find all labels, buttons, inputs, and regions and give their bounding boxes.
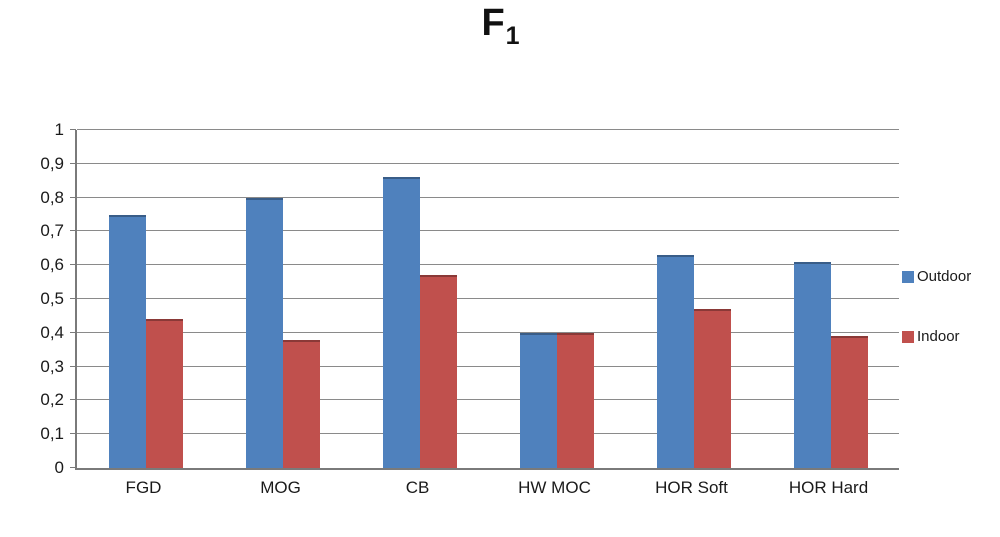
y-tick-mark [70, 129, 76, 130]
bar-outdoor-mog [245, 197, 283, 468]
bar-outdoor-hor-soft [656, 255, 694, 468]
bar-indoor-hw-moc [556, 332, 594, 468]
y-tick-label-0,8: 0,8 [40, 188, 64, 207]
y-tick-label-0,9: 0,9 [40, 154, 64, 173]
y-tick-label-0,7: 0,7 [40, 221, 64, 240]
y-tick-label-0,1: 0,1 [40, 424, 64, 443]
y-tick-label-0,5: 0,5 [40, 289, 64, 308]
legend-item-indoor: Indoor [902, 328, 960, 345]
y-tick-mark [70, 163, 76, 164]
gridline-0,9 [77, 163, 899, 164]
bar-indoor-hor-hard [830, 336, 868, 468]
gridline-0,4 [77, 332, 899, 333]
bar-indoor-mog [282, 339, 320, 468]
bar-outdoor-fgd [108, 214, 146, 468]
y-tick-mark [70, 264, 76, 265]
y-tick-mark [70, 467, 76, 468]
gridline-0,1 [77, 433, 899, 434]
y-tick-label-0,4: 0,4 [40, 323, 64, 342]
y-tick-label-0,3: 0,3 [40, 357, 64, 376]
x-category-label-fgd: FGD [125, 478, 162, 497]
bar-indoor-cb [419, 275, 457, 468]
x-category-label-hw-moc: HW MOC [518, 478, 591, 497]
chart-title: F1 [0, 2, 1000, 50]
bar-indoor-fgd [145, 319, 183, 468]
gridline-0,6 [77, 264, 899, 265]
x-category-label-mog: MOG [260, 478, 301, 497]
y-tick-mark [70, 230, 76, 231]
gridline-0,3 [77, 366, 899, 367]
bar-indoor-hor-soft [693, 309, 731, 468]
x-category-label-cb: CB [405, 478, 430, 497]
y-tick-mark [70, 366, 76, 367]
y-tick-label-0,2: 0,2 [40, 390, 64, 409]
chart-title-subscript: 1 [505, 22, 520, 50]
y-tick-label-0: 0 [54, 458, 64, 477]
gridline-0,2 [77, 399, 899, 400]
y-tick-mark [70, 433, 76, 434]
gridline-1 [77, 129, 899, 130]
y-tick-mark [70, 197, 76, 198]
gridline-0,8 [77, 197, 899, 198]
x-axis-category-labels: FGD MOG CB HW MOC HOR Soft HOR Hard [75, 478, 897, 504]
plot-area [70, 129, 899, 470]
y-tick-mark [70, 332, 76, 333]
outdoor-legend-label: Outdoor [917, 268, 972, 285]
y-tick-label-0,6: 0,6 [40, 255, 64, 274]
x-category-label-hor-hard: HOR Hard [788, 478, 869, 497]
x-category-label-hor-soft: HOR Soft [655, 478, 728, 497]
bar-outdoor-hor-hard [793, 261, 831, 468]
bar-outdoor-hw-moc [519, 332, 557, 468]
indoor-legend-swatch-icon [902, 330, 914, 343]
gridline-0,5 [77, 298, 899, 299]
chart-title-main: F [481, 2, 505, 44]
indoor-legend-label: Indoor [917, 328, 960, 345]
gridline-0,7 [77, 230, 899, 231]
y-tick-mark [70, 399, 76, 400]
outdoor-legend-swatch-icon [902, 270, 914, 283]
y-axis-tick-labels: 0 0,1 0,2 0,3 0,4 0,5 0,6 0,7 0,8 0,9 1 [0, 120, 64, 477]
legend-item-outdoor: Outdoor [902, 268, 971, 285]
y-tick-label-1: 1 [54, 120, 64, 139]
bar-outdoor-cb [382, 177, 420, 468]
y-tick-mark [70, 298, 76, 299]
